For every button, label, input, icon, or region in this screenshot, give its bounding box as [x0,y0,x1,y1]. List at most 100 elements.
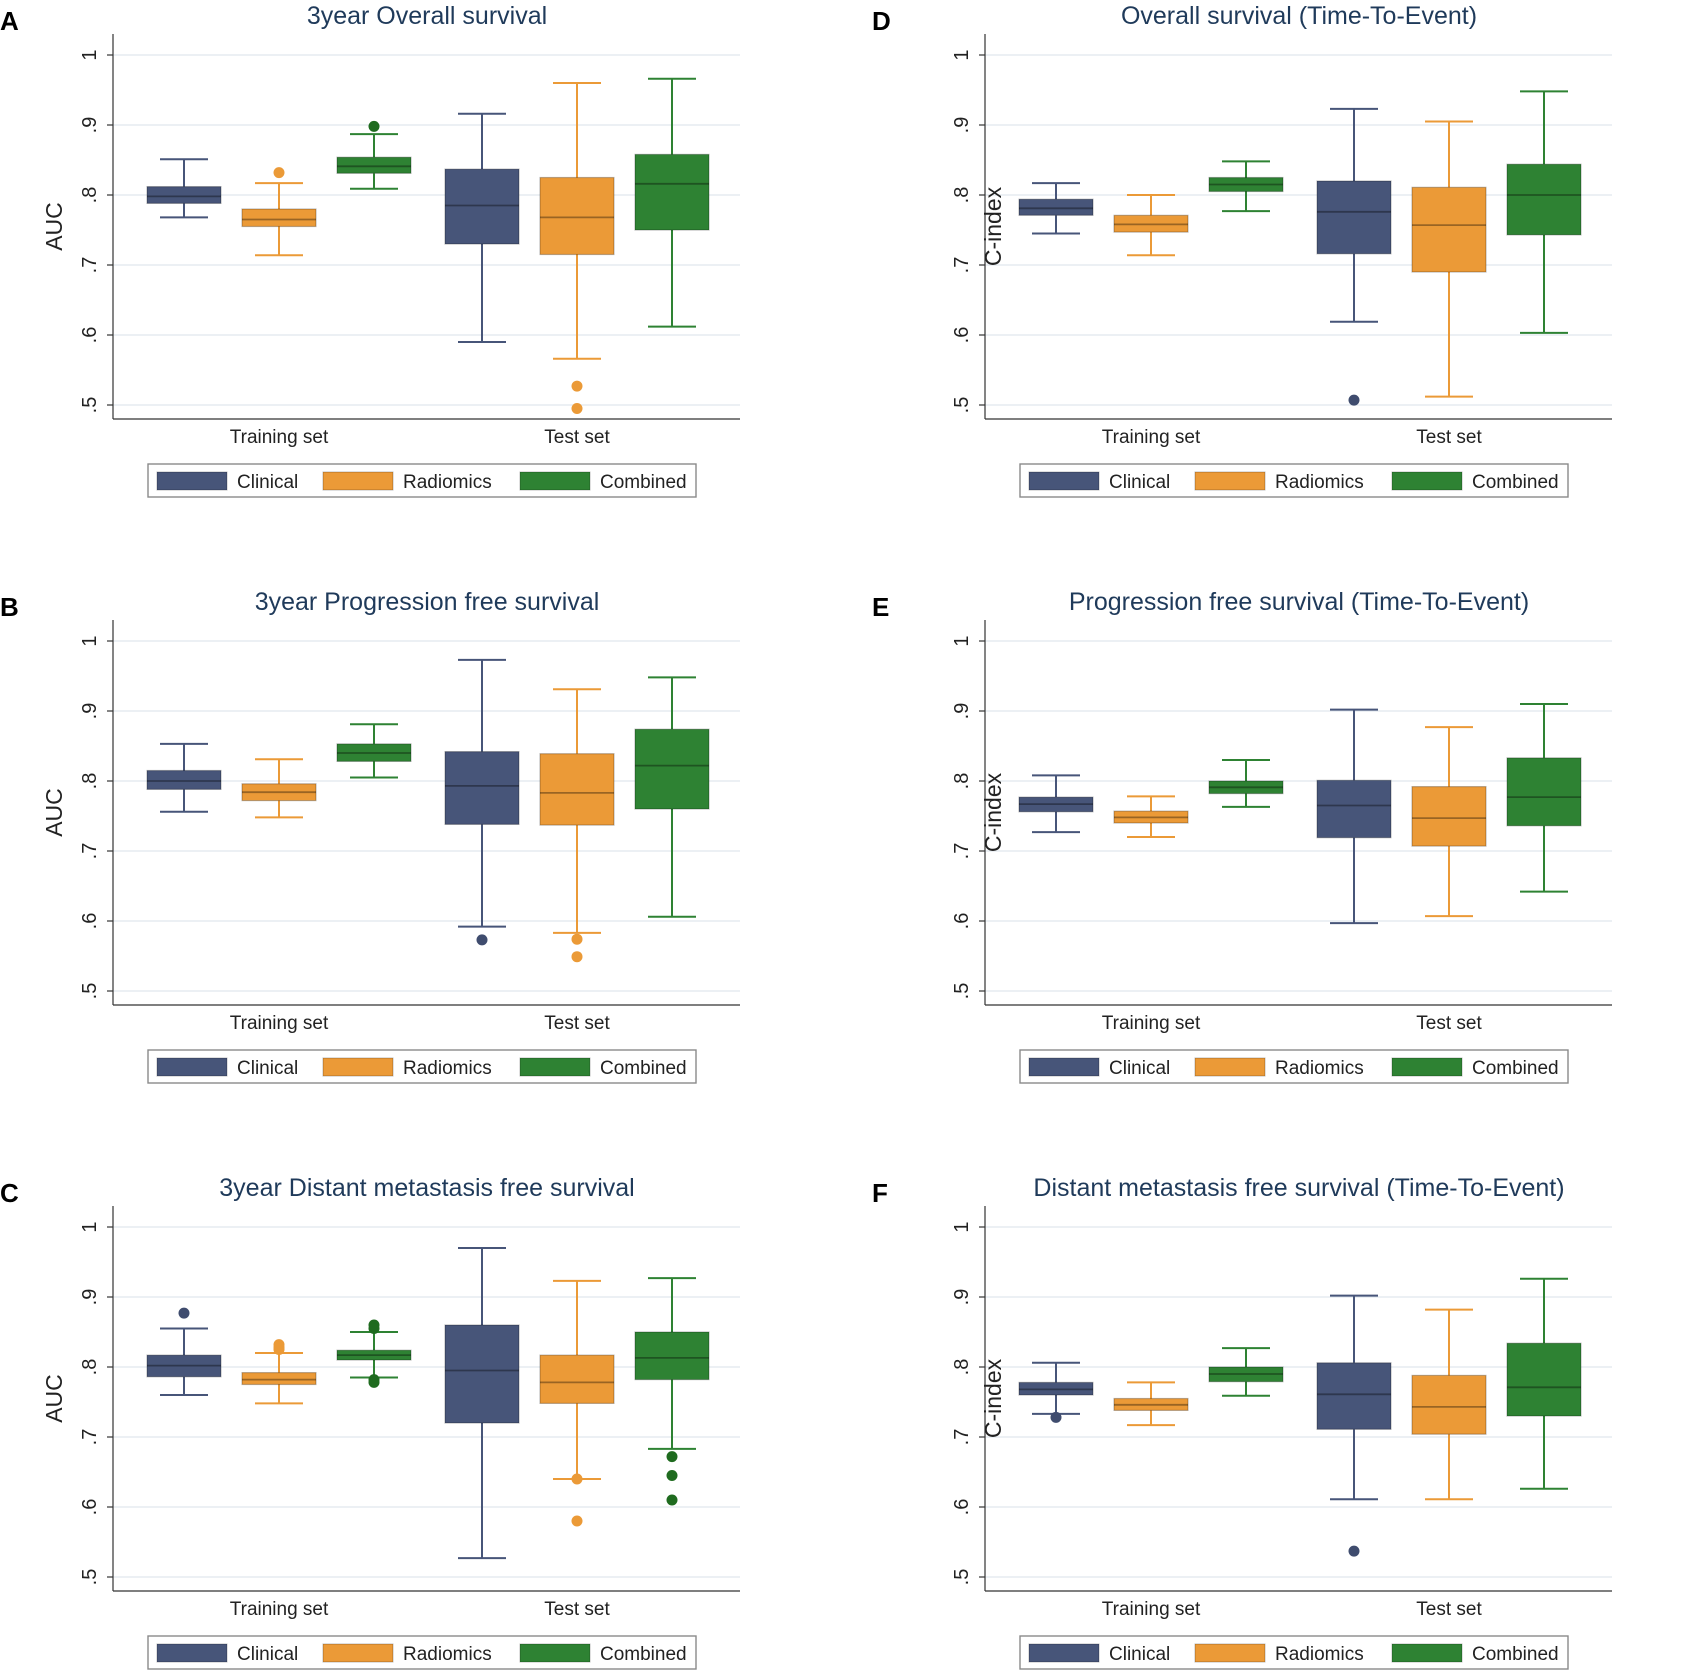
y-tick-label: .9 [951,703,973,720]
box-iqr [539,753,615,826]
box-combined-test [634,1277,710,1506]
box-radiomics-training [241,758,317,819]
y-tick-label: .8 [79,1359,101,1376]
x-category-label: Training set [1102,1599,1201,1620]
legend-swatch-radiomics [1194,471,1266,491]
box-iqr [1411,1374,1487,1435]
box-iqr [634,153,710,231]
y-axis-title: AUC [41,1374,67,1423]
outlier-point [571,951,583,963]
box-iqr [336,156,412,174]
box-combined-training [336,1319,412,1388]
x-category-label: Training set [1102,1013,1201,1034]
x-category-label: Training set [230,427,329,448]
box-clinical-test [1316,107,1392,406]
panel-d: D Overall survival (Time-To-Event) .5 .6 .7.… [872,2,1612,498]
box-iqr [1208,780,1284,795]
box-iqr [241,783,317,802]
box-iqr [444,750,520,825]
box-iqr [1506,1342,1582,1417]
outlier-point [1348,394,1360,406]
box-combined-training [336,120,412,190]
box-iqr [539,1354,615,1404]
box-radiomics-training [1113,1381,1189,1427]
y-tick-label: .7 [79,257,101,274]
box-iqr [1018,1381,1094,1396]
chart-title: Progression free survival (Time-To-Event… [1069,588,1529,616]
panel-f: F Distant metastasis free survival (Time-… [872,1174,1612,1670]
box-iqr [146,186,222,205]
box-radiomics-training [241,1339,317,1405]
legend-swatch-clinical [1028,1057,1100,1077]
box-clinical-training [146,1307,222,1396]
outlier-point [368,1376,380,1388]
legend-label-radiomics: Radiomics [1275,1058,1364,1079]
outlier-point [666,1494,678,1506]
legend: Clinical Radiomics Combined [1019,1049,1569,1084]
legend-frame [1019,1635,1569,1670]
y-tick-label: 1 [951,1221,973,1232]
box-combined-training [336,723,412,779]
panel-a: A 3year Overall survival .5 .6 .7 .8 .9 1 AUC Tra… [0,2,740,498]
y-tick-label: .6 [79,327,101,344]
panel-e: E Progression free survival (Time-To-Even… [872,588,1612,1084]
y-tick-label: .7 [951,257,973,274]
box-clinical-test [444,112,520,343]
box-combined-training [1208,759,1284,808]
box-iqr [241,1371,317,1386]
outlier-point [571,933,583,945]
box-iqr [1113,810,1189,824]
outlier-point [571,380,583,392]
box-clinical-training [146,742,222,813]
legend-swatch-combined [519,471,591,491]
legend-label-radiomics: Radiomics [403,1644,492,1665]
legend-label-radiomics: Radiomics [403,1058,492,1079]
y-tick-label: .6 [951,913,973,930]
legend-label-combined: Combined [1472,472,1559,493]
legend-swatch-combined [1391,1643,1463,1663]
box-iqr [1411,186,1487,273]
panel-letter: C [0,1178,19,1208]
outlier-point [368,1323,380,1334]
legend: Clinical Radiomics Combined [1019,1635,1569,1670]
y-tick-label: .9 [79,703,101,720]
y-tick-label: .7 [951,843,973,860]
legend-swatch-radiomics [322,1057,394,1077]
box-iqr [1113,214,1189,233]
legend: Clinical Radiomics Combined [1019,463,1569,498]
chart-title: 3year Distant metastasis free survival [219,1174,634,1202]
box-combined-training [1208,1347,1284,1397]
box-iqr [1316,180,1392,255]
y-axis-title: AUC [41,202,67,251]
box-clinical-test [1316,1294,1392,1557]
y-tick-label: .8 [951,773,973,790]
y-tick-label: .6 [79,1499,101,1516]
legend-label-radiomics: Radiomics [1275,472,1364,493]
box-iqr [634,728,710,810]
y-tick-label: .9 [79,117,101,134]
box-iqr [444,168,520,245]
legend-swatch-combined [1391,471,1463,491]
legend-label-combined: Combined [600,1644,687,1665]
legend-label-clinical: Clinical [1109,472,1170,493]
box-iqr [336,743,412,763]
legend-swatch-radiomics [322,471,394,491]
box-radiomics-test [539,82,615,414]
legend-swatch-clinical [156,471,228,491]
box-iqr [241,208,317,228]
y-tick-label: .5 [79,983,101,1000]
box-clinical-test [1316,708,1392,925]
chart-title: 3year Progression free survival [255,588,600,616]
y-tick-label: 1 [79,1221,101,1232]
y-tick-label: .8 [951,187,973,204]
box-iqr [1411,785,1487,847]
box-clinical-training [1018,774,1094,834]
y-tick-label: .9 [951,1289,973,1306]
legend-swatch-clinical [156,1643,228,1663]
outlier-point [571,403,583,414]
legend: Clinical Radiomics Combined [147,1049,697,1084]
box-iqr [1113,1397,1189,1411]
y-axis-title: C-index [980,186,1006,266]
y-tick-label: .5 [951,397,973,414]
outlier-point [273,167,285,179]
